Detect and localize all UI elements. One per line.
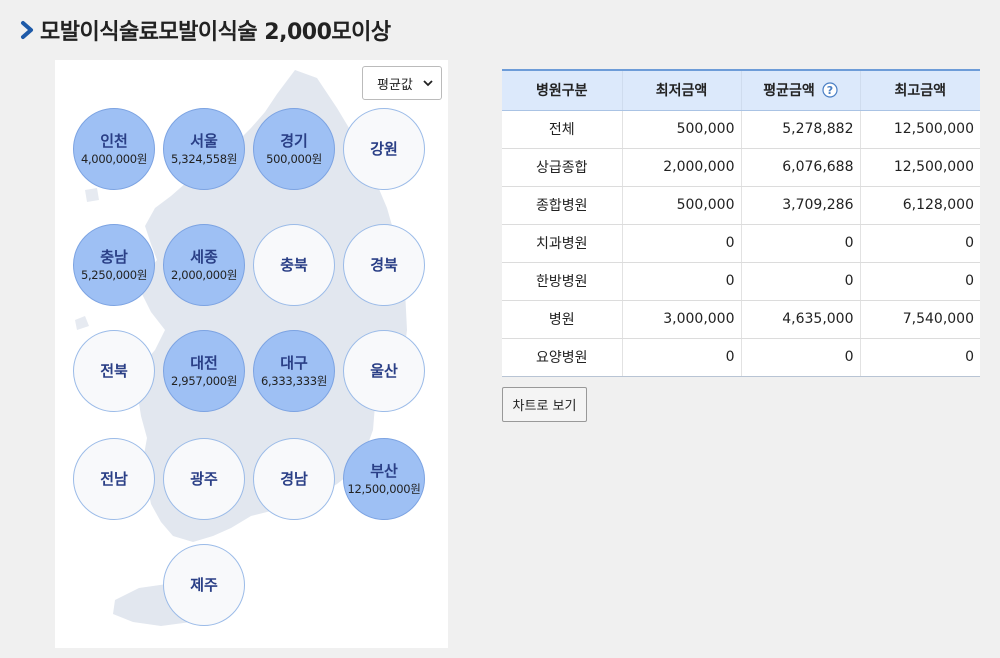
region-name: 광주 xyxy=(190,470,218,488)
table-cell: 3,709,286 xyxy=(740,186,860,225)
table-row: 전체 500,000 5,278,882 12,500,000 xyxy=(502,110,980,149)
region-value: 5,250,000원 xyxy=(80,268,148,282)
table-header-row: 병원구분 최저금액 평균금액 ? 최고금액 xyxy=(502,69,980,111)
table-row: 요양병원 0 0 0 xyxy=(502,338,980,377)
region-value: 6,333,333원 xyxy=(260,374,328,388)
region-name: 경기 xyxy=(280,132,308,150)
table-cell: 0 xyxy=(621,338,741,377)
region-name: 경남 xyxy=(280,470,308,488)
region-name: 인천 xyxy=(100,132,128,150)
region-name: 세종 xyxy=(190,248,218,266)
table-cell: 12,500,000 xyxy=(859,110,980,149)
region-15[interactable]: 부산 12,500,000원 xyxy=(343,438,425,520)
table-cell: 한방병원 xyxy=(502,262,622,301)
region-name: 충남 xyxy=(100,248,128,266)
table-cell: 요양병원 xyxy=(502,338,622,377)
region-14[interactable]: 경남 xyxy=(253,438,335,520)
table-row: 병원 3,000,000 4,635,000 7,540,000 xyxy=(502,300,980,339)
table-row: 종합병원 500,000 3,709,286 6,128,000 xyxy=(502,186,980,225)
table-cell: 6,128,000 xyxy=(859,186,980,225)
col-header-avg-label: 평균금액 xyxy=(763,83,815,100)
region-9[interactable]: 대전 2,957,000원 xyxy=(163,330,245,412)
table-cell: 병원 xyxy=(502,300,622,339)
region-2[interactable]: 경기 500,000원 xyxy=(253,108,335,190)
region-5[interactable]: 세종 2,000,000원 xyxy=(163,224,245,306)
table-cell: 0 xyxy=(740,262,860,301)
table-cell: 500,000 xyxy=(621,110,741,149)
region-value: 5,324,558원 xyxy=(170,152,238,166)
svg-text:?: ? xyxy=(827,84,833,97)
table-cell: 7,540,000 xyxy=(859,300,980,339)
table-cell: 4,635,000 xyxy=(740,300,860,339)
region-1[interactable]: 서울 5,324,558원 xyxy=(163,108,245,190)
region-name: 제주 xyxy=(190,576,218,594)
table-cell: 0 xyxy=(621,224,741,263)
region-name: 부산 xyxy=(370,462,398,480)
table-cell: 0 xyxy=(740,224,860,263)
region-name: 대구 xyxy=(280,354,308,372)
chart-view-button[interactable]: 차트로 보기 xyxy=(502,387,587,422)
col-header-type: 병원구분 xyxy=(502,69,622,111)
region-16[interactable]: 제주 xyxy=(163,544,245,626)
table-row: 치과병원 0 0 0 xyxy=(502,224,980,263)
region-value: 4,000,000원 xyxy=(80,152,148,166)
region-name: 울산 xyxy=(370,362,398,380)
region-8[interactable]: 전북 xyxy=(73,330,155,412)
region-name: 충북 xyxy=(280,256,308,274)
table-cell: 500,000 xyxy=(621,186,741,225)
region-value: 500,000원 xyxy=(266,152,322,166)
region-12[interactable]: 전남 xyxy=(73,438,155,520)
col-header-avg: 평균금액 ? xyxy=(740,69,860,111)
stat-select-value: 평균값 xyxy=(377,77,413,93)
table-body: 전체 500,000 5,278,882 12,500,000 상급종합 2,000,00… xyxy=(502,110,980,377)
page-title: 모발이식술료모발이식술 2,000모이상 xyxy=(20,14,391,46)
table-cell: 0 xyxy=(859,224,980,263)
region-13[interactable]: 광주 xyxy=(163,438,245,520)
table-cell: 0 xyxy=(621,262,741,301)
col-header-min: 최저금액 xyxy=(621,69,741,111)
region-name: 경북 xyxy=(370,256,398,274)
table-row: 한방병원 0 0 0 xyxy=(502,262,980,301)
table-cell: 6,076,688 xyxy=(740,148,860,187)
table-cell: 2,000,000 xyxy=(621,148,741,187)
region-6[interactable]: 충북 xyxy=(253,224,335,306)
region-name: 대전 xyxy=(190,354,218,372)
region-name: 강원 xyxy=(370,140,398,158)
table-cell: 치과병원 xyxy=(502,224,622,263)
table-cell: 상급종합 xyxy=(502,148,622,187)
table-cell: 0 xyxy=(740,338,860,377)
col-header-max: 최고금액 xyxy=(859,69,980,111)
chevron-right-icon xyxy=(21,21,33,39)
table-cell: 5,278,882 xyxy=(740,110,860,149)
price-table: 병원구분 최저금액 평균금액 ? 최고금액 전체 500,000 5,278,882… xyxy=(502,69,980,377)
region-value: 12,500,000원 xyxy=(347,482,421,496)
region-11[interactable]: 울산 xyxy=(343,330,425,412)
region-name: 전남 xyxy=(100,470,128,488)
table-cell: 0 xyxy=(859,338,980,377)
price-table-wrap: 병원구분 최저금액 평균금액 ? 최고금액 전체 500,000 5,278,882… xyxy=(502,69,980,377)
region-3[interactable]: 강원 xyxy=(343,108,425,190)
map-panel: 평균값 인천 4,000,000원 서울 5,324,558원 경기 500,000원 강원… xyxy=(55,60,448,648)
region-7[interactable]: 경북 xyxy=(343,224,425,306)
region-name: 서울 xyxy=(190,132,218,150)
region-4[interactable]: 충남 5,250,000원 xyxy=(73,224,155,306)
chevron-down-icon xyxy=(423,80,433,87)
table-cell: 종합병원 xyxy=(502,186,622,225)
region-0[interactable]: 인천 4,000,000원 xyxy=(73,108,155,190)
stat-select[interactable]: 평균값 xyxy=(362,66,442,100)
table-cell: 3,000,000 xyxy=(621,300,741,339)
help-icon[interactable]: ? xyxy=(822,82,838,98)
region-name: 전북 xyxy=(100,362,128,380)
region-value: 2,000,000원 xyxy=(170,268,238,282)
region-value: 2,957,000원 xyxy=(170,374,238,388)
table-cell: 12,500,000 xyxy=(859,148,980,187)
table-row: 상급종합 2,000,000 6,076,688 12,500,000 xyxy=(502,148,980,187)
table-cell: 0 xyxy=(859,262,980,301)
table-cell: 전체 xyxy=(502,110,622,149)
page-title-text: 모발이식술료모발이식술 2,000모이상 xyxy=(40,20,391,45)
region-10[interactable]: 대구 6,333,333원 xyxy=(253,330,335,412)
